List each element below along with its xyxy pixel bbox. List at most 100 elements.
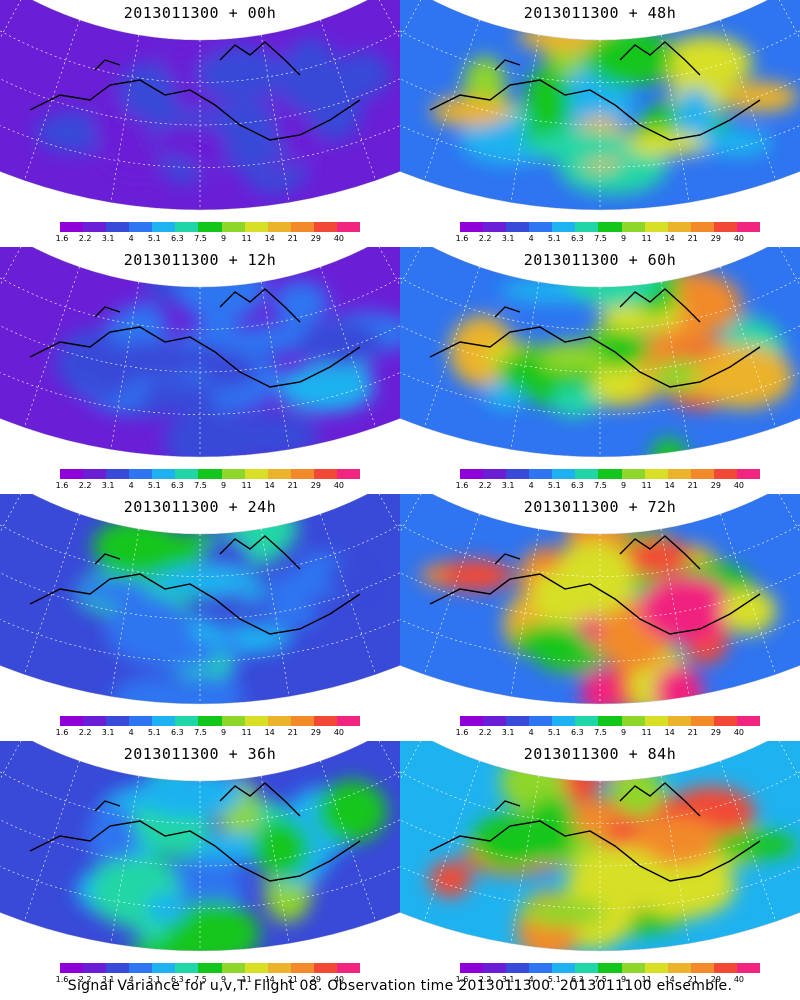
colorbar-tick-label: 9	[620, 481, 627, 490]
colorbar-tick-label: 14	[264, 234, 275, 243]
colorbar-swatch	[506, 469, 530, 479]
longitude-line	[110, 34, 140, 203]
colorbar-tick-label: 2.2	[78, 975, 92, 984]
longitude-line	[260, 775, 290, 944]
longitude-line	[260, 528, 290, 697]
colorbar-labels: 1.6 2.2 3.1 4 5.1 6.3 7.5 9 11 14 21 29 40	[456, 234, 760, 246]
panel-title: 2013011300 + 60h	[523, 251, 677, 269]
colorbar	[60, 469, 361, 479]
colorbar-swatch	[483, 963, 507, 973]
longitude-line	[660, 528, 690, 697]
colorbar-tick-label: 21	[287, 975, 298, 984]
colorbar-swatch	[598, 963, 622, 973]
colorbar-swatch	[244, 222, 268, 232]
colorbar-tick-label: 14	[264, 481, 275, 490]
colorbar-swatch	[83, 222, 107, 232]
latitude-line	[0, 247, 400, 330]
variance-contour	[273, 280, 329, 326]
variance-contour	[429, 861, 472, 898]
colorbar-swatch	[552, 222, 576, 232]
colorbar-tick-label: 29	[710, 481, 721, 490]
longitude-line	[110, 528, 140, 697]
longitude-line	[720, 19, 777, 181]
colorbar-tick-label: 7.5	[594, 234, 607, 243]
colorbar-tick-label: 3.1	[501, 481, 515, 490]
colorbar-tick-label: 7.5	[194, 975, 207, 984]
variance-contour	[585, 27, 674, 88]
map-panel: 2013011300 + 12h 1.6 2.2 3.1 4 5.1 6.3 7.5 9 11 14…	[0, 247, 400, 497]
colorbar-tick-label: 9	[220, 728, 227, 737]
colorbar-swatch	[129, 963, 153, 973]
colorbar-tick-label: 21	[687, 728, 698, 737]
colorbar-tick-label: 40	[333, 975, 345, 984]
colorbar-swatch	[336, 963, 361, 973]
panel-title: 2013011300 + 36h	[123, 745, 277, 763]
colorbar-swatch	[129, 222, 153, 232]
polar-map	[0, 494, 400, 705]
colorbar-tick-label: 7.5	[594, 481, 607, 490]
variance-contour	[75, 577, 149, 606]
map-outline	[400, 247, 800, 458]
colorbar-tick-label: 11	[241, 481, 252, 490]
colorbar-swatch	[106, 469, 130, 479]
colorbar-tick-label: 9	[220, 234, 227, 243]
coastline	[429, 782, 761, 882]
longitude-line	[23, 760, 80, 922]
colorbar-swatch	[175, 716, 199, 726]
variance-contour	[628, 817, 724, 866]
colorbar-swatch	[460, 716, 484, 726]
colorbar-swatch	[736, 963, 761, 973]
colorbar-swatch	[736, 222, 761, 232]
colorbar-swatch	[83, 716, 107, 726]
panel-title: 2013011300 + 24h	[123, 498, 277, 516]
colorbar-swatch	[175, 963, 199, 973]
longitude-line	[23, 266, 80, 428]
variance-contour	[93, 342, 203, 380]
colorbar-swatch	[129, 469, 153, 479]
colorbar-tick-label: 11	[241, 975, 252, 984]
colorbar-tick-label: 21	[287, 481, 298, 490]
colorbar-tick-label: 3.1	[101, 234, 115, 243]
colorbar-tick-label: 21	[287, 728, 298, 737]
variance-contour	[298, 320, 383, 367]
colorbar-swatch	[221, 716, 245, 726]
variance-contour	[538, 341, 604, 374]
colorbar-tick-label: 9	[620, 728, 627, 737]
colorbar-tick-label: 40	[333, 481, 345, 490]
colorbar-swatch	[644, 716, 668, 726]
colorbar-tick-label: 11	[641, 234, 652, 243]
colorbar-tick-label: 29	[310, 975, 321, 984]
colorbar-swatch	[267, 222, 291, 232]
variance-contour	[175, 253, 268, 322]
colorbar-swatch	[152, 716, 176, 726]
colorbar-tick-label: 9	[620, 975, 627, 984]
colorbar-tick-label: 5.1	[147, 481, 161, 490]
colorbar-tick-label: 6.3	[571, 234, 584, 243]
colorbar-swatch	[244, 963, 268, 973]
colorbar-tick-label: 40	[333, 234, 345, 243]
variance-contour	[535, 641, 604, 673]
colorbar-swatch	[506, 716, 530, 726]
map-panel: 2013011300 + 60h 1.6 2.2 3.1 4 5.1 6.3 7.5 9 11 14…	[400, 247, 800, 497]
longitude-line	[660, 34, 690, 203]
colorbar-swatch	[313, 963, 337, 973]
longitude-line	[260, 281, 290, 450]
colorbar-swatch	[598, 716, 622, 726]
colorbar-swatch	[106, 716, 130, 726]
polar-map	[400, 494, 800, 705]
colorbar-tick-label: 4	[128, 234, 134, 243]
map-panel: 2013011300 + 36h 1.6 2.2 3.1 4 5.1 6.3 7.5 9 11 14…	[0, 741, 400, 991]
variance-contour	[520, 897, 607, 928]
longitude-line	[660, 775, 690, 944]
colorbar-swatch	[290, 716, 314, 726]
map-panel: 2013011300 + 84h 1.6 2.2 3.1 4 5.1 6.3 7.5 9 11 14…	[400, 741, 800, 991]
colorbar-swatch	[713, 222, 737, 232]
colorbar-swatch	[290, 469, 314, 479]
colorbar-swatch	[713, 469, 737, 479]
colorbar-swatch	[267, 716, 291, 726]
variance-contour	[154, 124, 213, 159]
colorbar-swatch	[506, 222, 530, 232]
colorbar-tick-label: 2.2	[78, 481, 92, 490]
colorbar-swatch	[506, 963, 530, 973]
variance-contour	[568, 798, 616, 843]
